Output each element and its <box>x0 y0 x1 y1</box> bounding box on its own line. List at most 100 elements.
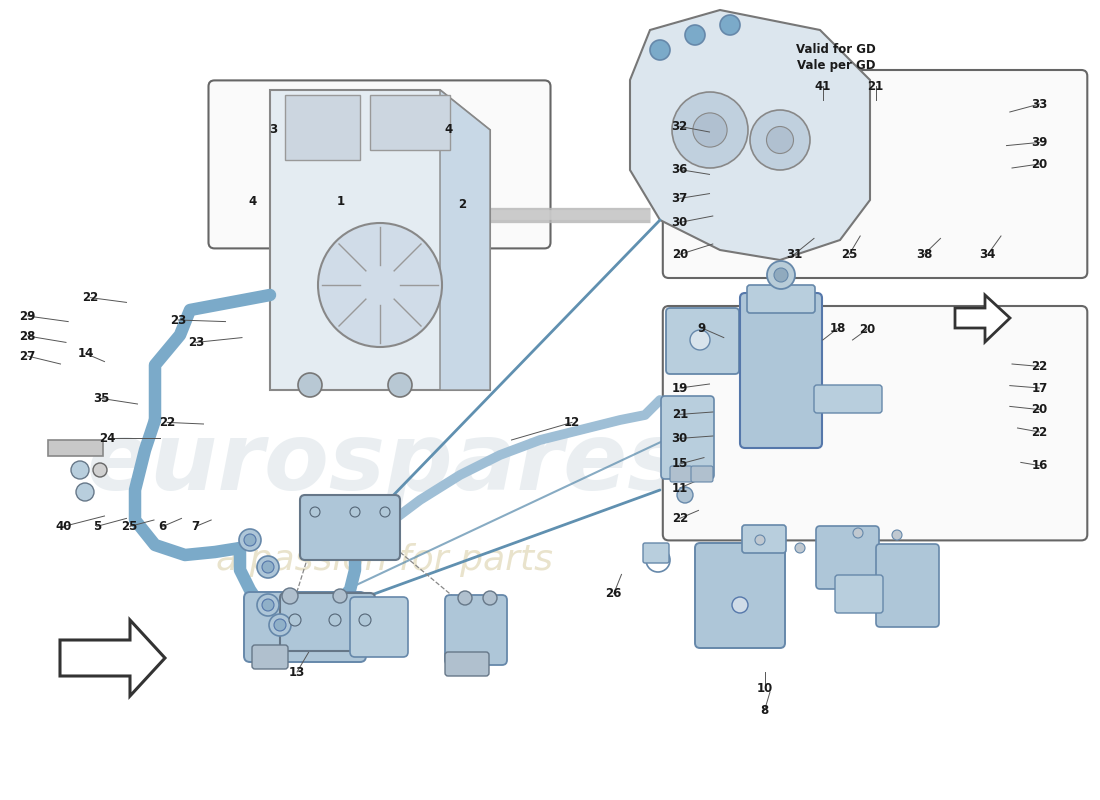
Text: 22: 22 <box>672 512 688 525</box>
FancyBboxPatch shape <box>446 595 507 665</box>
Circle shape <box>350 507 360 517</box>
FancyBboxPatch shape <box>244 592 366 662</box>
FancyBboxPatch shape <box>740 293 822 448</box>
Text: 41: 41 <box>815 80 830 93</box>
Text: 34: 34 <box>980 248 996 261</box>
Text: 5: 5 <box>92 520 101 533</box>
Text: 30: 30 <box>672 216 688 229</box>
Text: 20: 20 <box>1032 403 1047 416</box>
Circle shape <box>94 463 107 477</box>
FancyBboxPatch shape <box>670 466 692 482</box>
FancyBboxPatch shape <box>350 597 408 657</box>
Text: 31: 31 <box>786 248 802 261</box>
FancyBboxPatch shape <box>252 645 288 669</box>
FancyBboxPatch shape <box>644 543 669 563</box>
Text: 39: 39 <box>1032 136 1047 149</box>
Polygon shape <box>60 620 165 696</box>
Text: 15: 15 <box>672 458 688 470</box>
Circle shape <box>852 528 864 538</box>
FancyBboxPatch shape <box>695 543 785 648</box>
FancyBboxPatch shape <box>663 306 1087 541</box>
Circle shape <box>690 330 710 350</box>
Text: 17: 17 <box>1032 382 1047 394</box>
Text: 20: 20 <box>859 323 874 336</box>
Circle shape <box>892 530 902 540</box>
Text: 16: 16 <box>1032 459 1047 472</box>
Circle shape <box>388 373 412 397</box>
Text: 2: 2 <box>458 198 466 210</box>
Text: 23: 23 <box>170 314 186 326</box>
Text: 12: 12 <box>564 416 580 429</box>
Text: 1: 1 <box>337 195 345 208</box>
Text: 14: 14 <box>78 347 94 360</box>
Circle shape <box>720 15 740 35</box>
Circle shape <box>282 588 298 604</box>
Circle shape <box>333 589 346 603</box>
Polygon shape <box>630 10 870 260</box>
Text: 23: 23 <box>188 336 204 349</box>
Circle shape <box>755 535 764 545</box>
Circle shape <box>310 507 320 517</box>
Circle shape <box>458 591 472 605</box>
FancyBboxPatch shape <box>209 80 550 248</box>
Text: 24: 24 <box>100 432 116 445</box>
Bar <box>48 440 103 456</box>
Text: 4: 4 <box>249 195 257 208</box>
Circle shape <box>685 25 705 45</box>
Circle shape <box>672 92 748 168</box>
Polygon shape <box>270 90 490 390</box>
Circle shape <box>270 614 292 636</box>
FancyBboxPatch shape <box>691 466 713 482</box>
Text: 25: 25 <box>842 248 857 261</box>
Circle shape <box>732 597 748 613</box>
Text: 32: 32 <box>672 120 688 133</box>
Text: 33: 33 <box>1032 98 1047 110</box>
Text: 27: 27 <box>20 350 35 362</box>
FancyBboxPatch shape <box>300 495 400 560</box>
Circle shape <box>244 534 256 546</box>
Circle shape <box>239 529 261 551</box>
Circle shape <box>767 261 795 289</box>
FancyBboxPatch shape <box>747 285 815 313</box>
Circle shape <box>262 561 274 573</box>
Text: 11: 11 <box>672 482 688 494</box>
Bar <box>285 95 360 160</box>
Text: Vale per GD: Vale per GD <box>796 59 876 72</box>
Text: 21: 21 <box>868 80 883 93</box>
Circle shape <box>650 40 670 60</box>
Text: 4: 4 <box>444 123 453 136</box>
Text: 35: 35 <box>94 392 109 405</box>
Text: 22: 22 <box>160 416 175 429</box>
FancyBboxPatch shape <box>661 396 714 479</box>
Circle shape <box>693 113 727 147</box>
Circle shape <box>676 487 693 503</box>
Text: 3: 3 <box>268 123 277 136</box>
FancyBboxPatch shape <box>876 544 939 627</box>
FancyBboxPatch shape <box>280 593 375 651</box>
Text: 29: 29 <box>20 310 35 322</box>
FancyBboxPatch shape <box>814 385 882 413</box>
Text: 28: 28 <box>20 330 35 342</box>
Circle shape <box>76 483 94 501</box>
Text: 10: 10 <box>757 682 772 694</box>
Text: 22: 22 <box>1032 360 1047 373</box>
Circle shape <box>262 599 274 611</box>
Circle shape <box>274 619 286 631</box>
Text: 38: 38 <box>916 248 932 261</box>
Text: 36: 36 <box>672 163 688 176</box>
Text: 20: 20 <box>672 248 688 261</box>
Circle shape <box>379 507 390 517</box>
Text: 40: 40 <box>56 520 72 533</box>
Circle shape <box>298 373 322 397</box>
Circle shape <box>774 268 788 282</box>
Text: 9: 9 <box>697 322 706 334</box>
Circle shape <box>750 110 810 170</box>
Circle shape <box>257 556 279 578</box>
Circle shape <box>329 614 341 626</box>
Text: a passion for parts: a passion for parts <box>217 543 553 577</box>
Text: 19: 19 <box>672 382 688 394</box>
Text: 22: 22 <box>1032 426 1047 438</box>
Text: 25: 25 <box>122 520 138 533</box>
FancyBboxPatch shape <box>835 575 883 613</box>
FancyBboxPatch shape <box>446 652 490 676</box>
